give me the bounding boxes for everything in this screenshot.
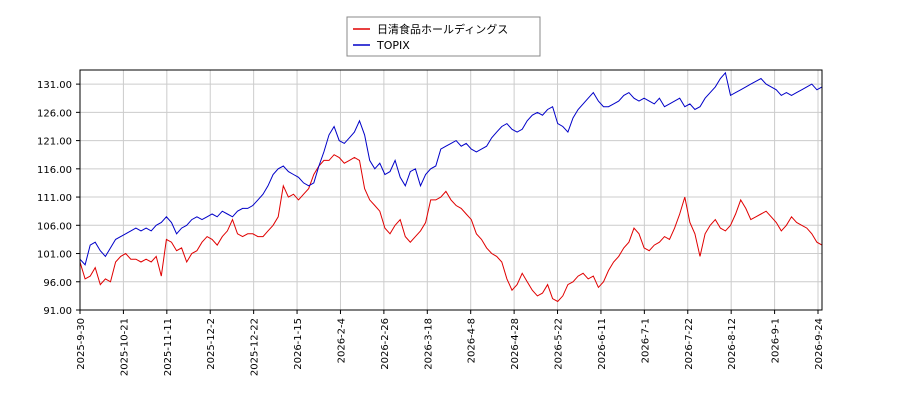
y-tick-label: 126.00 <box>37 108 72 119</box>
x-tick-label: 2026-2-4 <box>336 318 347 363</box>
x-tick-label: 2025-10-21 <box>119 318 130 376</box>
x-tick-label: 2026-9-24 <box>814 318 825 370</box>
x-tick-label: 2026-3-18 <box>423 318 434 370</box>
y-tick-label: 121.00 <box>37 137 72 148</box>
x-tick-label: 2026-7-22 <box>684 318 695 370</box>
x-tick-label: 2026-4-28 <box>510 318 521 370</box>
plot-frame <box>79 69 823 311</box>
y-tick-label: 131.00 <box>37 80 72 91</box>
series-line-topix <box>79 71 823 266</box>
x-tick-label: 2025-12-2 <box>206 318 217 370</box>
legend-label-1: TOPIX <box>376 39 410 52</box>
y-tick-label: 111.00 <box>37 193 72 204</box>
x-tick-label: 2026-9-1 <box>771 318 782 363</box>
x-tick-label: 2025-12-22 <box>250 318 261 376</box>
y-tick-label: 106.00 <box>37 221 72 232</box>
legend-box <box>346 16 541 57</box>
x-tick-label: 2026-5-22 <box>554 318 565 370</box>
x-axis: 2025-9-30 2025-10-21 2025-11-11 2025-12-2 20… <box>76 310 825 376</box>
y-tick-label: 91.00 <box>43 306 72 317</box>
y-tick-label: 101.00 <box>37 250 72 261</box>
legend: 日清食品ホールディングス TOPIX <box>346 16 541 57</box>
x-tick-label: 2026-6-11 <box>597 318 608 370</box>
x-tick-label: 2026-4-8 <box>467 318 478 363</box>
series-lines <box>79 71 823 303</box>
y-tick-label: 116.00 <box>37 165 72 176</box>
x-tick-label: 2026-2-26 <box>380 318 391 370</box>
legend-label-0: 日清食品ホールディングス <box>377 22 508 36</box>
grid <box>79 70 822 311</box>
series-line-nissin <box>79 154 823 303</box>
x-tick-label: 2026-7-1 <box>640 318 651 363</box>
x-tick-label: 2025-11-11 <box>163 318 174 376</box>
x-tick-label: 2026-1-15 <box>293 318 304 370</box>
x-tick-label: 2025-9-30 <box>76 318 87 370</box>
y-tick-label: 96.00 <box>43 278 72 289</box>
y-axis: 91.00 96.00 101.00 106.00 111.00 116.00 121.00… <box>37 80 80 317</box>
x-tick-label: 2026-8-12 <box>727 318 738 370</box>
